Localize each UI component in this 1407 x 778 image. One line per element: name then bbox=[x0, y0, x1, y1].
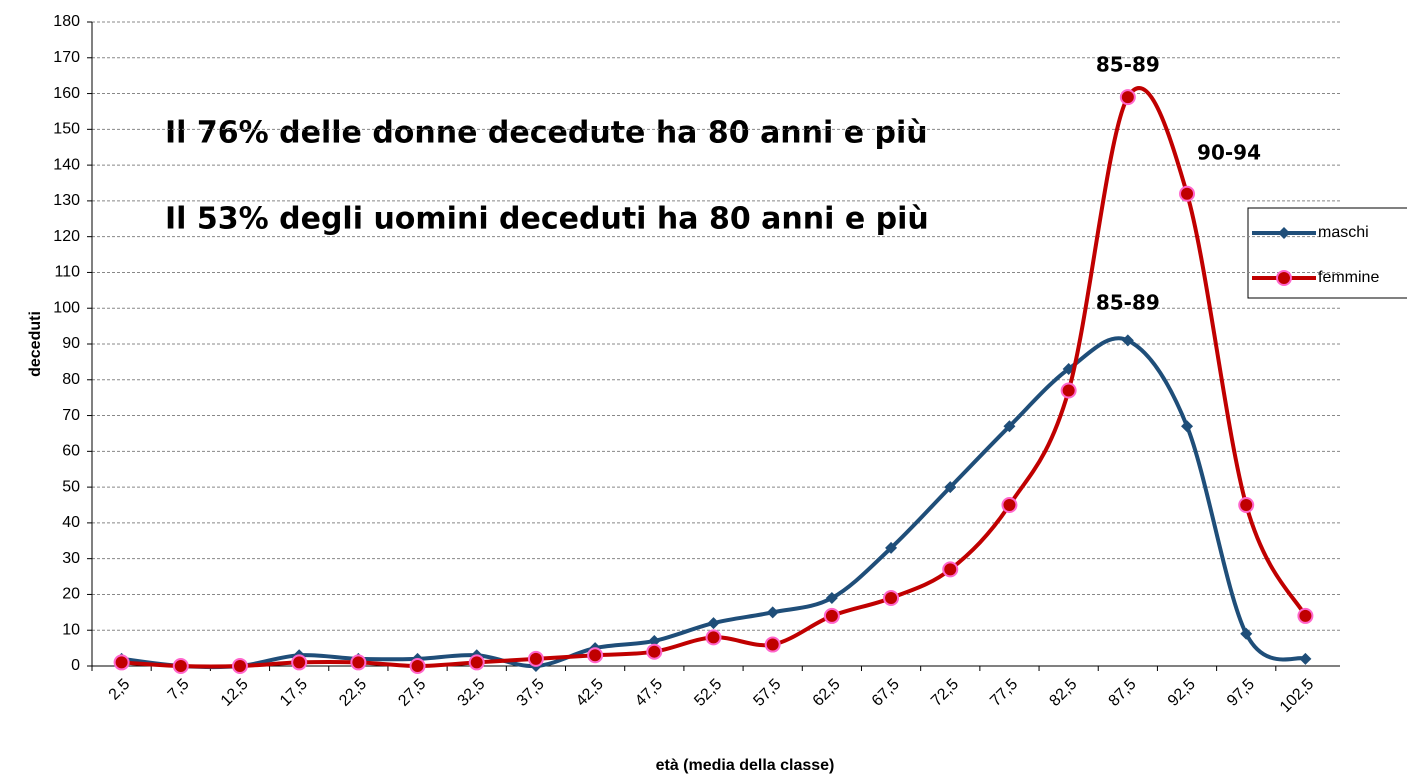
y-tick-label: 30 bbox=[62, 550, 80, 567]
x-axis-label: età (media della classe) bbox=[656, 757, 835, 774]
y-tick-label: 10 bbox=[62, 621, 80, 638]
x-tick-label: 27,5 bbox=[395, 676, 429, 710]
marker bbox=[1276, 270, 1292, 286]
y-tick-label: 20 bbox=[62, 586, 80, 603]
marker bbox=[113, 654, 130, 671]
y-tick-label: 160 bbox=[53, 85, 80, 102]
y-tick-label: 90 bbox=[62, 335, 80, 352]
marker bbox=[587, 647, 604, 664]
x-tick-label: 72,5 bbox=[928, 676, 962, 710]
marker bbox=[1181, 420, 1194, 433]
x-tick-label: 77,5 bbox=[987, 676, 1021, 710]
marker bbox=[350, 654, 367, 671]
marker bbox=[1240, 627, 1253, 640]
legend-label: femmine bbox=[1318, 269, 1379, 286]
marker bbox=[707, 617, 720, 630]
x-tick-label: 42,5 bbox=[573, 676, 607, 710]
marker bbox=[527, 650, 544, 667]
marker bbox=[823, 607, 840, 624]
marker bbox=[1238, 497, 1255, 513]
note: Il 76% delle donne decedute ha 80 anni e… bbox=[165, 116, 928, 151]
y-tick-label: 60 bbox=[62, 443, 80, 460]
marker bbox=[764, 636, 781, 653]
y-axis-label: deceduti bbox=[27, 311, 44, 377]
marker bbox=[766, 606, 779, 619]
marker bbox=[291, 654, 308, 671]
marker bbox=[1278, 227, 1290, 239]
y-tick-label: 40 bbox=[62, 514, 80, 531]
note: Il 53% degli uomini deceduti ha 80 anni … bbox=[165, 202, 929, 237]
annotation: 85-89 bbox=[1096, 291, 1160, 315]
x-tick-label: 87,5 bbox=[1106, 676, 1140, 710]
marker bbox=[1119, 89, 1136, 106]
y-tick-label: 140 bbox=[53, 156, 80, 173]
marker bbox=[1179, 185, 1196, 202]
marker bbox=[1060, 382, 1077, 399]
marker bbox=[646, 643, 663, 660]
marker bbox=[172, 658, 189, 674]
series-line bbox=[121, 86, 1308, 669]
x-tick-label: 102,5 bbox=[1277, 676, 1317, 716]
marker bbox=[705, 629, 722, 646]
marker bbox=[648, 634, 661, 647]
marker bbox=[1121, 334, 1134, 347]
x-tick-label: 47,5 bbox=[632, 676, 666, 710]
marker bbox=[885, 541, 898, 554]
x-tick-label: 2,5 bbox=[106, 676, 134, 704]
y-tick-label: 120 bbox=[53, 228, 80, 245]
x-tick-label: 62,5 bbox=[810, 676, 844, 710]
marker bbox=[1001, 497, 1018, 513]
marker bbox=[1003, 420, 1016, 433]
marker bbox=[1299, 652, 1312, 665]
x-tick-label: 97,5 bbox=[1224, 676, 1258, 710]
y-tick-label: 150 bbox=[53, 121, 80, 138]
x-tick-label: 37,5 bbox=[514, 676, 548, 710]
x-tick-label: 22,5 bbox=[336, 676, 370, 710]
y-tick-label: 110 bbox=[54, 264, 80, 281]
y-tick-label: 130 bbox=[53, 192, 80, 209]
y-tick-label: 170 bbox=[53, 49, 80, 66]
annotation: 85-89 bbox=[1096, 53, 1160, 77]
x-tick-label: 67,5 bbox=[869, 676, 903, 710]
y-tick-label: 100 bbox=[53, 299, 80, 316]
y-tick-label: 180 bbox=[53, 13, 80, 30]
marker bbox=[825, 592, 838, 605]
x-tick-label: 17,5 bbox=[277, 676, 311, 710]
x-tick-label: 7,5 bbox=[165, 676, 193, 704]
marker bbox=[409, 658, 426, 674]
marker bbox=[1297, 607, 1314, 624]
annotation: 90-94 bbox=[1197, 141, 1261, 165]
x-tick-label: 32,5 bbox=[455, 676, 489, 710]
marker bbox=[468, 654, 485, 671]
y-tick-label: 50 bbox=[62, 478, 80, 495]
marker bbox=[883, 590, 900, 607]
y-tick-label: 80 bbox=[62, 371, 80, 388]
x-tick-label: 52,5 bbox=[691, 676, 725, 710]
y-tick-label: 70 bbox=[62, 407, 80, 424]
x-tick-label: 82,5 bbox=[1046, 676, 1080, 710]
legend-box bbox=[1247, 207, 1407, 299]
legend-label: maschi bbox=[1318, 224, 1369, 241]
x-tick-label: 57,5 bbox=[750, 676, 784, 710]
marker bbox=[942, 561, 959, 578]
marker bbox=[944, 481, 957, 494]
y-tick-label: 0 bbox=[71, 657, 80, 674]
x-tick-label: 12,5 bbox=[218, 676, 252, 710]
x-tick-label: 92,5 bbox=[1165, 676, 1199, 710]
marker bbox=[231, 658, 248, 674]
